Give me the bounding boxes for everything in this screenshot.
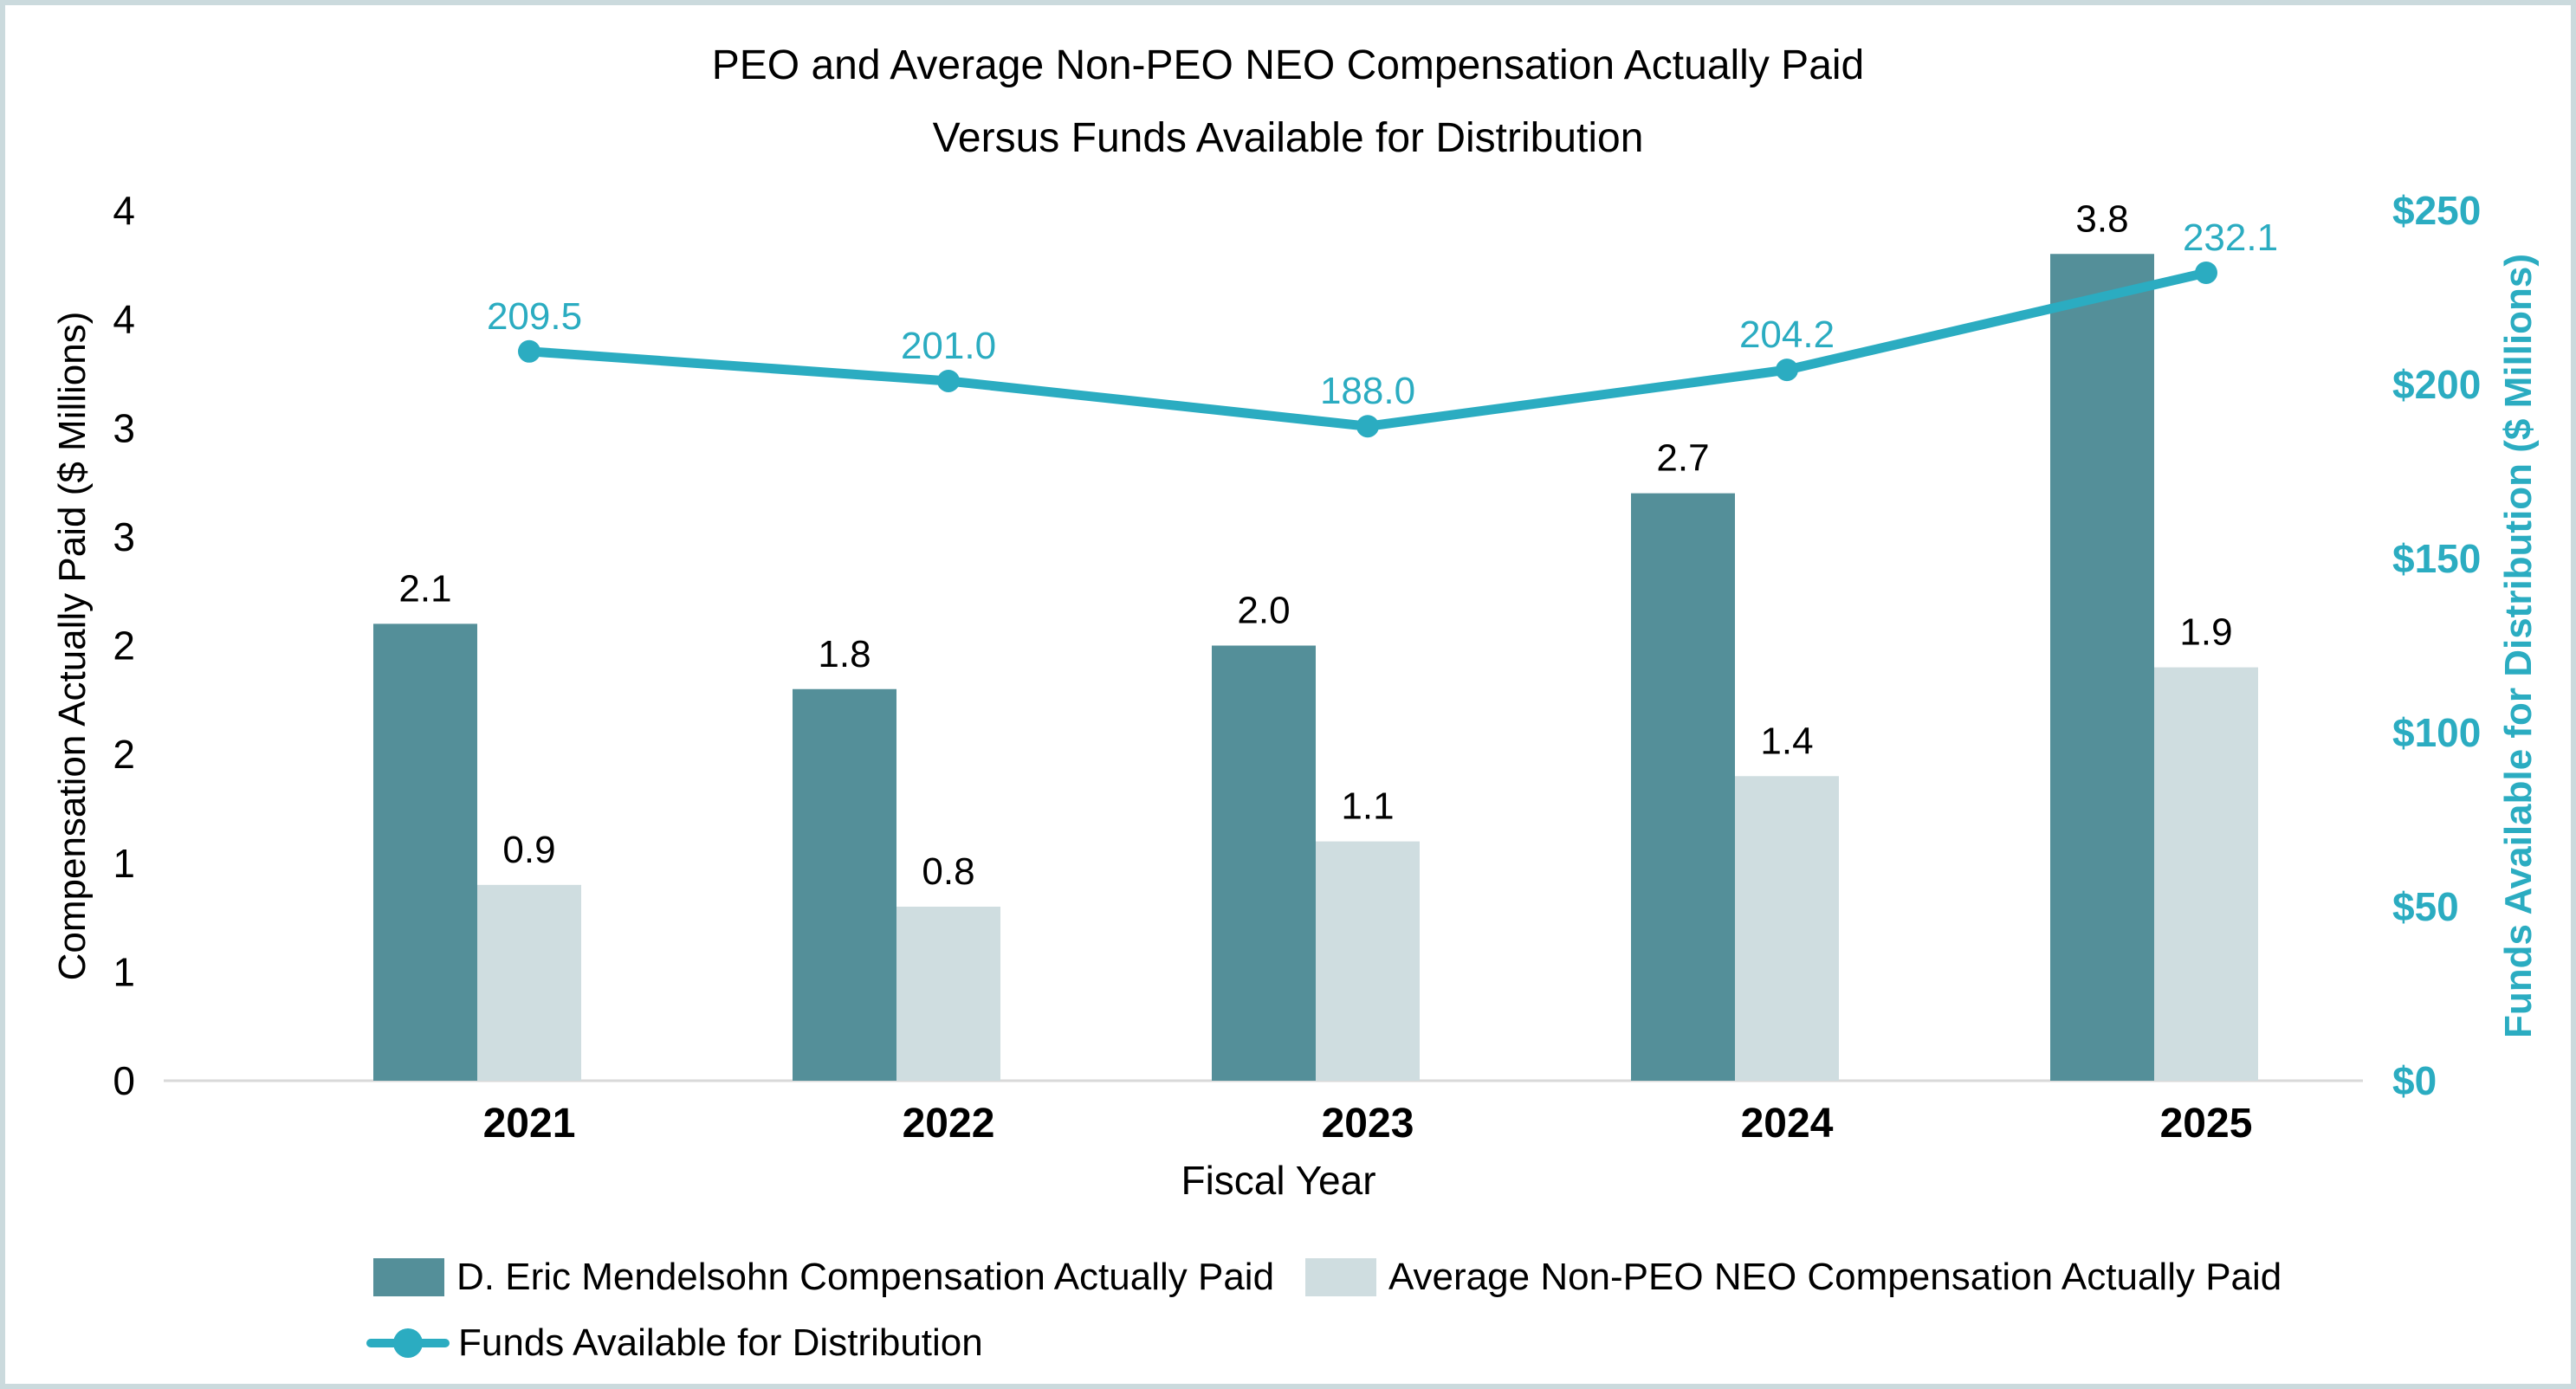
bar-nonpeo (1316, 841, 1420, 1081)
bar-peo (1212, 645, 1316, 1081)
left-axis-tick-label: 3 (113, 514, 135, 559)
left-axis-tick-label: 0 (113, 1058, 135, 1103)
bar-data-label: 0.8 (922, 850, 974, 893)
right-axis-tick-label: $150 (2392, 536, 2481, 581)
legend-label-peo: D. Eric Mendelsohn Compensation Actually… (456, 1256, 1275, 1298)
legend-label-nonpeo: Average Non-PEO NEO Compensation Actuall… (1388, 1256, 2282, 1298)
legend-swatch-peo (373, 1258, 444, 1296)
right-axis-tick-label: $50 (2392, 884, 2459, 929)
line-data-label: 209.5 (487, 295, 582, 338)
category-label: 2023 (1322, 1101, 1414, 1147)
bar-data-label: 2.1 (398, 567, 451, 610)
category-label: 2025 (2160, 1101, 2253, 1147)
line-data-label: 232.1 (2183, 216, 2278, 259)
line-marker (937, 369, 960, 392)
bar-peo (1631, 493, 1735, 1081)
bar-data-label: 3.8 (2075, 197, 2128, 240)
right-axis-tick-label: $250 (2392, 188, 2481, 233)
line-marker (2195, 261, 2217, 284)
bar-peo (373, 623, 477, 1081)
right-axis-tick-label: $100 (2392, 710, 2481, 755)
left-axis-tick-label: 4 (113, 297, 135, 342)
bar-data-label: 1.4 (1760, 720, 1813, 762)
left-axis-tick-label: 2 (113, 732, 135, 777)
legend-item-funds: Funds Available for Distribution (366, 1321, 983, 1365)
bar-data-label: 2.7 (1656, 437, 1709, 480)
line-data-label: 201.0 (901, 325, 996, 367)
left-axis-tick-label: 1 (113, 949, 135, 994)
plot-area: 0 1 1 2 2 3 3 4 4 $0 $50 $100 $150 $200 $250 2021 2022 20… (113, 188, 2481, 1147)
x-axis-title: Fiscal Year (1181, 1158, 1376, 1203)
bar-peo (793, 688, 896, 1081)
category-label: 2024 (1741, 1101, 1834, 1147)
line-data-label: 188.0 (1320, 370, 1415, 412)
line-marker (518, 339, 540, 363)
legend-item-nonpeo: Average Non-PEO NEO Compensation Actuall… (1305, 1256, 2282, 1299)
legend-line-marker (366, 1324, 450, 1362)
bar-data-label: 1.1 (1341, 785, 1394, 828)
bar-peo (2050, 254, 2154, 1081)
right-axis-tick-label: $0 (2392, 1058, 2437, 1103)
chart-title-line2: Versus Funds Available for Distribution (932, 115, 1644, 161)
chart-title: PEO and Average Non-PEO NEO Compensation… (5, 29, 2571, 175)
left-axis-tick-label: 3 (113, 405, 135, 450)
category-label: 2022 (903, 1101, 995, 1147)
legend-item-peo: D. Eric Mendelsohn Compensation Actually… (373, 1256, 1274, 1299)
bar-nonpeo (896, 907, 1000, 1081)
bar-nonpeo (2154, 667, 2258, 1081)
category-label: 2021 (483, 1101, 576, 1147)
bar-data-label: 0.9 (502, 829, 555, 871)
line-data-label: 204.2 (1739, 313, 1835, 356)
chart-title-line1: PEO and Average Non-PEO NEO Compensation… (711, 42, 1865, 88)
left-axis-tick-label: 1 (113, 841, 135, 886)
right-axis-tick-label: $200 (2392, 362, 2481, 407)
bar-nonpeo (477, 884, 581, 1081)
bar-data-label: 1.9 (2179, 611, 2232, 654)
legend-label-funds: Funds Available for Distribution (458, 1321, 983, 1364)
left-axis-tick-label: 2 (113, 623, 135, 669)
line-marker (1356, 415, 1379, 438)
bar-nonpeo (1735, 776, 1839, 1081)
line-marker (1776, 359, 1798, 382)
left-axis-tick-label: 4 (113, 188, 135, 233)
bar-data-label: 1.8 (818, 633, 871, 675)
bar-data-label: 2.0 (1237, 590, 1290, 632)
legend-swatch-nonpeo (1305, 1258, 1376, 1296)
